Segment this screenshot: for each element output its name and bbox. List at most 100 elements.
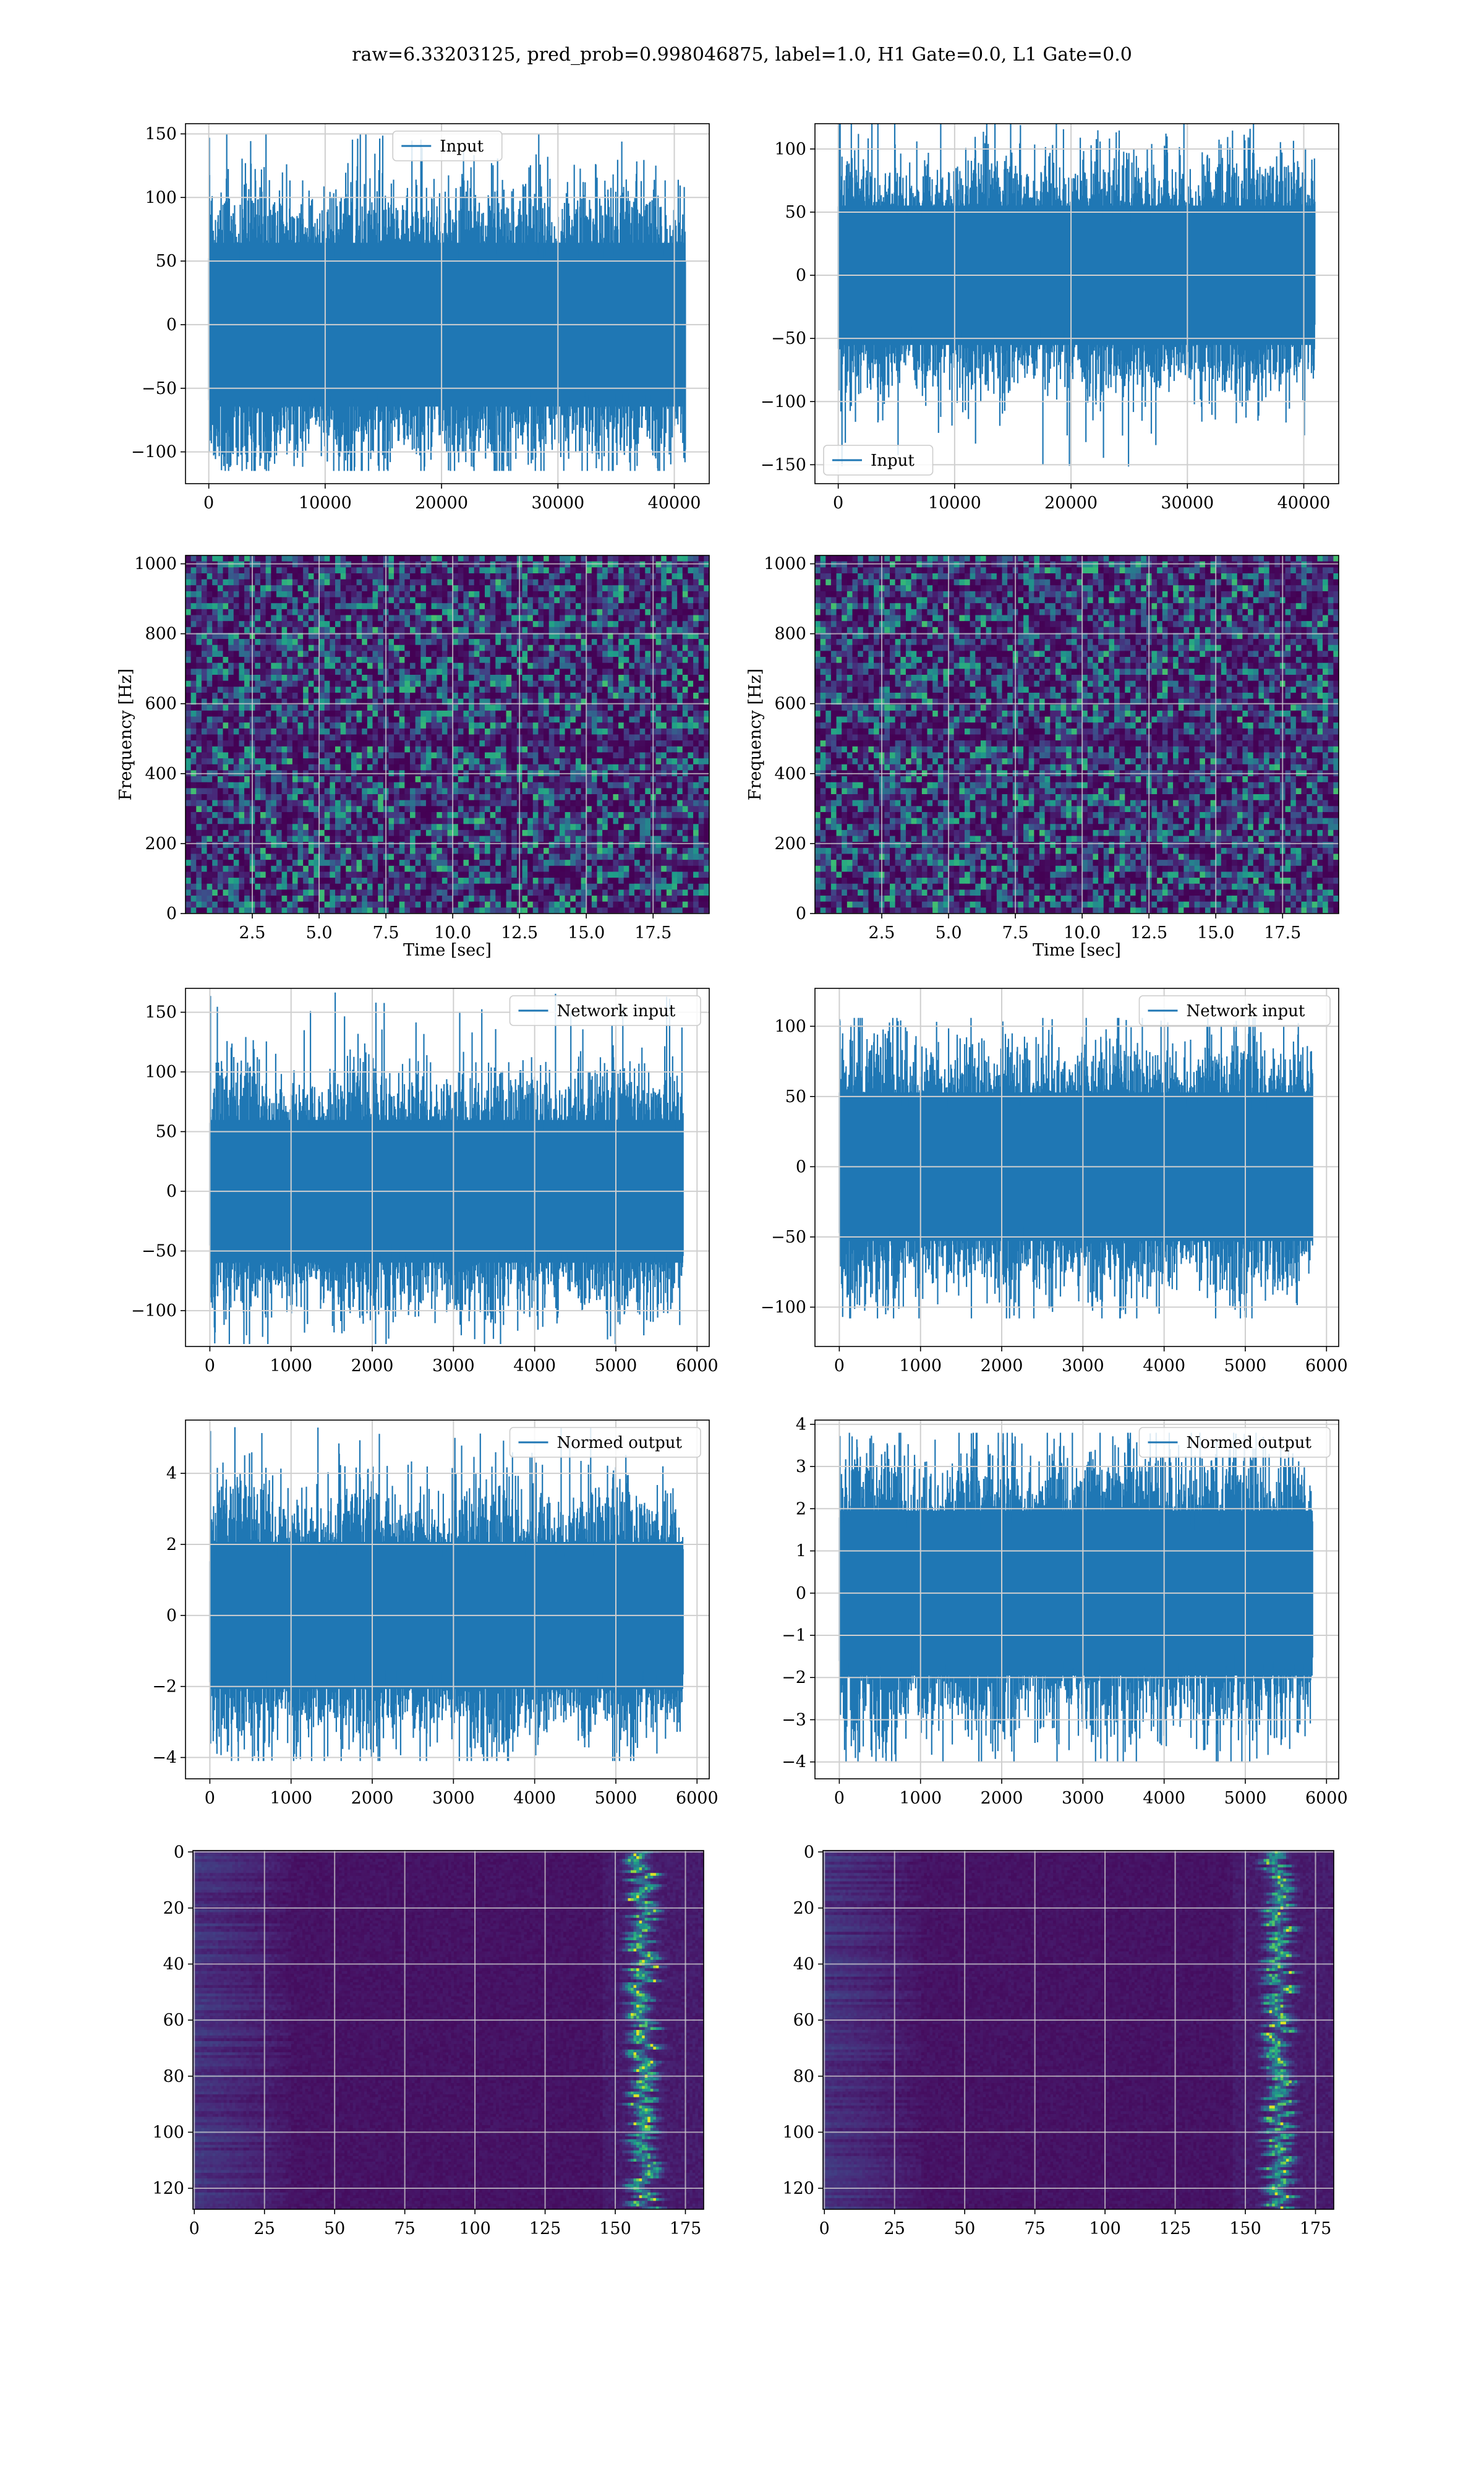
heatmap-cell: [437, 764, 443, 771]
heatmap-cell: [207, 704, 213, 711]
heatmap-cell: [362, 675, 368, 682]
heatmap-cell: [479, 788, 485, 795]
heatmap-cell: [586, 591, 592, 598]
heatmap-cell: [212, 639, 218, 646]
heatmap-cell: [645, 680, 651, 687]
heatmap-cell: [356, 698, 362, 705]
heatmap-cell: [239, 740, 245, 747]
heatmap-cell: [362, 639, 368, 646]
heatmap-cell: [367, 597, 373, 604]
heatmap-cell: [415, 662, 421, 669]
heatmap-cell: [287, 591, 293, 598]
heatmap-cell: [292, 716, 299, 723]
heatmap-cell: [233, 758, 240, 765]
heatmap-cell: [490, 800, 496, 807]
heatmap-cell: [698, 740, 704, 747]
heatmap-cell: [522, 740, 528, 747]
heatmap-cell: [548, 704, 555, 711]
heatmap-cell: [404, 728, 411, 735]
heatmap-cell: [655, 836, 662, 842]
heatmap-cell: [634, 824, 641, 831]
heatmap-cell: [335, 716, 341, 723]
heatmap-cell: [190, 806, 197, 813]
heatmap-cell: [239, 644, 245, 651]
heatmap-cell: [212, 710, 218, 717]
heatmap-cell: [217, 829, 224, 837]
heatmap-cell: [324, 692, 330, 700]
heatmap-cell: [613, 728, 619, 735]
heatmap-cell: [570, 734, 576, 741]
heatmap-cell: [500, 561, 507, 568]
heatmap-cell: [217, 722, 224, 729]
heatmap-cell: [634, 752, 641, 759]
heatmap-cell: [292, 585, 299, 592]
heatmap-cell: [186, 627, 192, 634]
heatmap-cell: [388, 633, 394, 640]
heatmap-cell: [190, 824, 197, 831]
heatmap-cell: [672, 710, 678, 717]
heatmap-cell: [356, 764, 362, 771]
heatmap-cell: [485, 644, 491, 651]
heatmap-cell: [500, 847, 507, 855]
heatmap-cell: [437, 722, 443, 729]
heatmap-cell: [190, 811, 197, 819]
heatmap-cell: [233, 555, 240, 562]
heatmap-cell: [207, 573, 213, 580]
heatmap-cell: [255, 710, 261, 717]
heatmap-cell: [560, 847, 566, 855]
heatmap-cell: [511, 692, 518, 700]
heatmap-cell: [372, 669, 378, 675]
heatmap-cell: [655, 669, 662, 675]
heatmap-cell: [233, 675, 240, 682]
heatmap-cell: [201, 698, 208, 705]
heatmap-cell: [265, 758, 271, 765]
heatmap-cell: [335, 555, 341, 562]
heatmap-cell: [271, 627, 277, 634]
heatmap-cell: [527, 627, 534, 634]
heatmap-cell: [244, 567, 250, 574]
heatmap-cell: [597, 782, 603, 789]
heatmap-cell: [233, 662, 240, 669]
heatmap-cell: [560, 621, 566, 628]
heatmap-cell: [511, 811, 518, 819]
heatmap-cell: [586, 609, 592, 616]
heatmap-cell: [607, 579, 614, 586]
heatmap-cell: [271, 675, 277, 682]
heatmap-cell: [634, 627, 641, 634]
heatmap-cell: [437, 728, 443, 735]
heatmap-cell: [313, 651, 320, 657]
heatmap-cell: [607, 597, 614, 604]
heatmap-cell: [190, 585, 197, 592]
heatmap-cell: [490, 603, 496, 610]
heatmap-cell: [682, 651, 689, 657]
heatmap-cell: [634, 800, 641, 807]
heatmap-cell: [340, 579, 346, 586]
heatmap-cell: [399, 824, 405, 831]
heatmap-cell: [500, 782, 507, 789]
heatmap-cell: [297, 567, 304, 574]
heatmap-cell: [661, 794, 667, 801]
heatmap-cell: [581, 794, 587, 801]
heatmap-cell: [228, 567, 234, 574]
heatmap-cell: [351, 824, 357, 831]
heatmap-cell: [233, 764, 240, 771]
heatmap-cell: [303, 842, 309, 849]
heatmap-cell: [698, 573, 704, 580]
heatmap-cell: [661, 752, 667, 759]
heatmap-cell: [201, 633, 208, 640]
heatmap-cell: [607, 847, 614, 855]
heatmap-cell: [538, 698, 544, 705]
heatmap-cell: [479, 687, 485, 693]
heatmap-cell: [372, 710, 378, 717]
heatmap-cell: [586, 800, 592, 807]
heatmap-cell: [441, 657, 448, 664]
heatmap-cell: [634, 621, 641, 628]
heatmap-cell: [330, 651, 336, 657]
heatmap-cell: [287, 764, 293, 771]
heatmap-cell: [469, 829, 475, 837]
heatmap-cell: [586, 818, 592, 824]
heatmap-cell: [613, 794, 619, 801]
heatmap-cell: [532, 722, 539, 729]
heatmap-cell: [469, 722, 475, 729]
heatmap-cell: [453, 764, 459, 771]
